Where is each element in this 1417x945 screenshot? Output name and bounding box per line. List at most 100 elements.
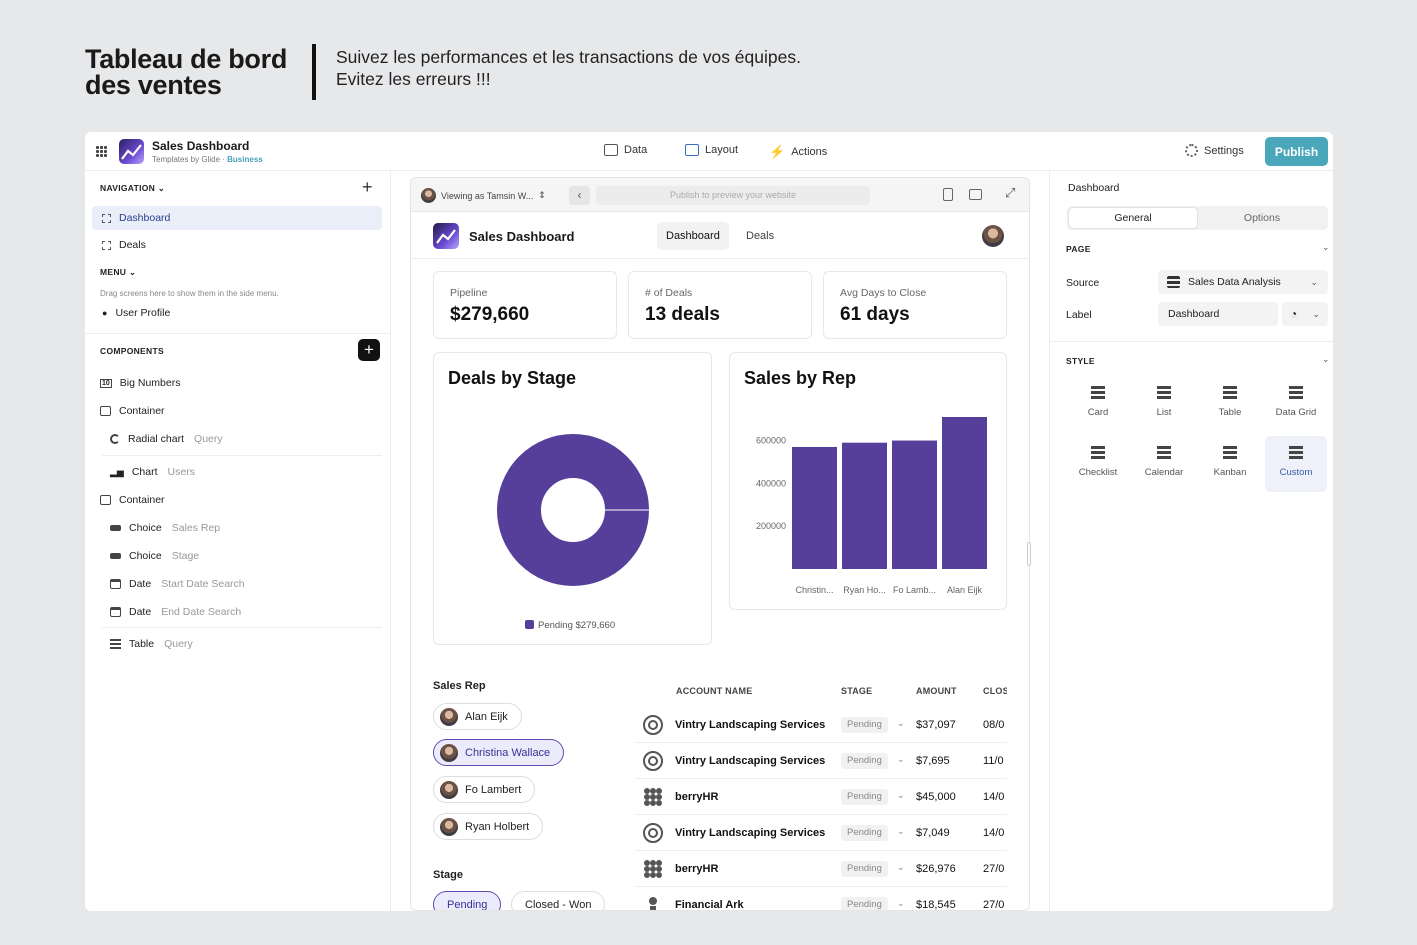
chevron-down-icon[interactable]: ⌄ xyxy=(897,754,905,764)
tab-actions[interactable]: ⚡ Actions xyxy=(769,144,827,160)
stage-badge[interactable]: Pending xyxy=(841,825,888,841)
style-option-checklist[interactable]: Checklist xyxy=(1067,436,1129,492)
rep-chip-christina[interactable]: Christina Wallace xyxy=(433,739,565,766)
calendar-icon xyxy=(110,607,121,617)
choice-icon xyxy=(110,525,121,531)
checklist-icon xyxy=(1091,446,1105,459)
component-container-2[interactable]: Container xyxy=(100,494,165,506)
rep-chip-ryan[interactable]: Ryan Holbert xyxy=(433,813,544,840)
account-name: Vintry Landscaping Services xyxy=(675,755,826,767)
publish-button[interactable]: Publish xyxy=(1265,137,1328,166)
stage-badge[interactable]: Pending xyxy=(841,861,888,877)
table-row[interactable]: Financial Ark Pending ⌄ $18,545 27/0 xyxy=(635,887,1007,910)
style-option-kanban[interactable]: Kanban xyxy=(1199,436,1261,492)
component-container[interactable]: Container xyxy=(100,405,165,417)
style-option-table[interactable]: Table xyxy=(1199,376,1261,432)
tab-data[interactable]: Data xyxy=(604,144,647,156)
chevron-down-icon[interactable]: ⌄ xyxy=(897,790,905,800)
table-row[interactable]: Vintry Landscaping Services Pending ⌄ $37,0… xyxy=(635,707,1007,743)
nav-item-deals[interactable]: Deals xyxy=(92,233,382,257)
desktop-icon[interactable] xyxy=(969,189,982,200)
table-row[interactable]: Vintry Landscaping Services Pending ⌄ $7,04… xyxy=(635,815,1007,851)
col-amount[interactable]: AMOUNT xyxy=(916,686,957,696)
source-select[interactable]: Sales Data Analysis ⌄ xyxy=(1158,270,1328,294)
add-screen-icon[interactable]: + xyxy=(362,177,373,197)
col-stage[interactable]: STAGE xyxy=(841,686,873,696)
rep-chip-fo[interactable]: Fo Lambert xyxy=(433,776,536,803)
viewing-as-selector[interactable]: Viewing as Tamsin W... ⇕ xyxy=(421,188,546,203)
component-choice-sales-rep[interactable]: Choice Sales Rep xyxy=(110,522,220,534)
menu-label-text: MENU xyxy=(100,267,127,277)
site-tab-deals[interactable]: Deals xyxy=(746,230,775,242)
custom-icon xyxy=(1289,446,1303,459)
chevron-down-icon[interactable]: ⌄ xyxy=(157,183,166,193)
bar[interactable] xyxy=(842,442,887,569)
nav-item-label: Dashboard xyxy=(119,212,171,224)
stage-badge[interactable]: Pending xyxy=(841,789,888,805)
style-option-custom[interactable]: Custom xyxy=(1265,436,1327,492)
chevron-down-icon[interactable]: ⌄ xyxy=(897,718,905,728)
chevron-down-icon[interactable]: ⌄ xyxy=(897,826,905,836)
viewing-as-label: Viewing as Tamsin W... xyxy=(441,190,534,201)
chevron-down-icon[interactable]: ⌄ xyxy=(1322,354,1330,364)
apps-grid-icon[interactable] xyxy=(96,146,107,157)
tab-options[interactable]: Options xyxy=(1243,212,1281,224)
component-name: Container xyxy=(119,405,165,417)
add-component-button[interactable]: + xyxy=(358,339,380,361)
component-big-numbers[interactable]: 10 Big Numbers xyxy=(100,377,181,389)
component-date-start[interactable]: Date Start Date Search xyxy=(110,578,245,590)
icon-picker[interactable]: ◔ ⌄ xyxy=(1282,302,1328,326)
style-option-label: Kanban xyxy=(1213,467,1247,478)
mobile-icon[interactable] xyxy=(943,188,953,201)
stage-badge[interactable]: Pending xyxy=(841,753,888,769)
style-option-data-grid[interactable]: Data Grid xyxy=(1265,376,1327,432)
user-avatar[interactable] xyxy=(982,225,1004,247)
style-option-calendar[interactable]: Calendar xyxy=(1133,436,1195,492)
col-account-name[interactable]: ACCOUNT NAME xyxy=(676,686,753,696)
stat-card-deals: # of Deals 13 deals xyxy=(628,271,812,339)
nav-item-dashboard[interactable]: Dashboard xyxy=(92,206,382,230)
style-option-card[interactable]: Card xyxy=(1067,376,1129,432)
site-tab-dashboard[interactable]: Dashboard xyxy=(657,222,729,250)
chevron-down-icon[interactable]: ⌄ xyxy=(1322,242,1330,252)
settings-button[interactable]: Settings xyxy=(1185,144,1244,157)
right-panel: Dashboard General Options PAGE ⌄ Source … xyxy=(1049,171,1333,911)
resize-handle[interactable] xyxy=(1027,542,1031,566)
back-button[interactable]: ‹ xyxy=(569,186,590,205)
component-chart[interactable]: ▂▅ Chart Users xyxy=(110,466,195,478)
user-profile-label: User Profile xyxy=(115,307,171,319)
url-bar[interactable]: Publish to preview your website xyxy=(596,186,870,205)
stage-chip-closed-won[interactable]: Closed - Won xyxy=(511,891,606,910)
rep-chip-alan[interactable]: Alan Eijk xyxy=(433,703,522,730)
expand-icon[interactable]: ⤢ xyxy=(1005,185,1016,200)
component-name: Date xyxy=(129,606,152,618)
tab-layout[interactable]: Layout xyxy=(685,144,738,156)
component-date-end[interactable]: Date End Date Search xyxy=(110,606,241,618)
user-profile-item[interactable]: ● User Profile xyxy=(102,307,170,319)
label-input[interactable]: Dashboard xyxy=(1158,302,1278,326)
chevron-down-icon[interactable]: ⌄ xyxy=(897,862,905,872)
chevron-down-icon[interactable]: ⌄ xyxy=(897,898,905,908)
bar[interactable] xyxy=(892,440,937,569)
table-row[interactable]: berryHR Pending ⌄ $26,976 27/0 xyxy=(635,851,1007,887)
legend-label: Pending $279,660 xyxy=(538,620,615,631)
stage-badge[interactable]: Pending xyxy=(841,897,888,910)
bar[interactable] xyxy=(792,446,837,569)
stage-chip-pending[interactable]: Pending xyxy=(433,891,502,910)
stage-badge[interactable]: Pending xyxy=(841,717,888,733)
tab-general[interactable]: General xyxy=(1069,208,1197,228)
rep-name: Ryan Holbert xyxy=(465,820,530,833)
nav-item-label: Deals xyxy=(119,239,146,251)
component-radial-chart[interactable]: Radial chart Query xyxy=(110,433,223,445)
bar[interactable] xyxy=(942,417,987,569)
col-close[interactable]: CLOS xyxy=(983,686,1007,696)
component-choice-stage[interactable]: Choice Stage xyxy=(110,550,199,562)
chevron-down-icon[interactable]: ⌄ xyxy=(128,267,137,277)
component-name: Chart xyxy=(131,466,158,478)
rep-avatar xyxy=(440,817,458,836)
component-table[interactable]: Table Query xyxy=(110,638,193,650)
style-option-list[interactable]: List xyxy=(1133,376,1195,432)
table-row[interactable]: berryHR Pending ⌄ $45,000 14/0 xyxy=(635,779,1007,815)
table-row[interactable]: Vintry Landscaping Services Pending ⌄ $7,69… xyxy=(635,743,1007,779)
style-option-label: Checklist xyxy=(1078,467,1118,478)
